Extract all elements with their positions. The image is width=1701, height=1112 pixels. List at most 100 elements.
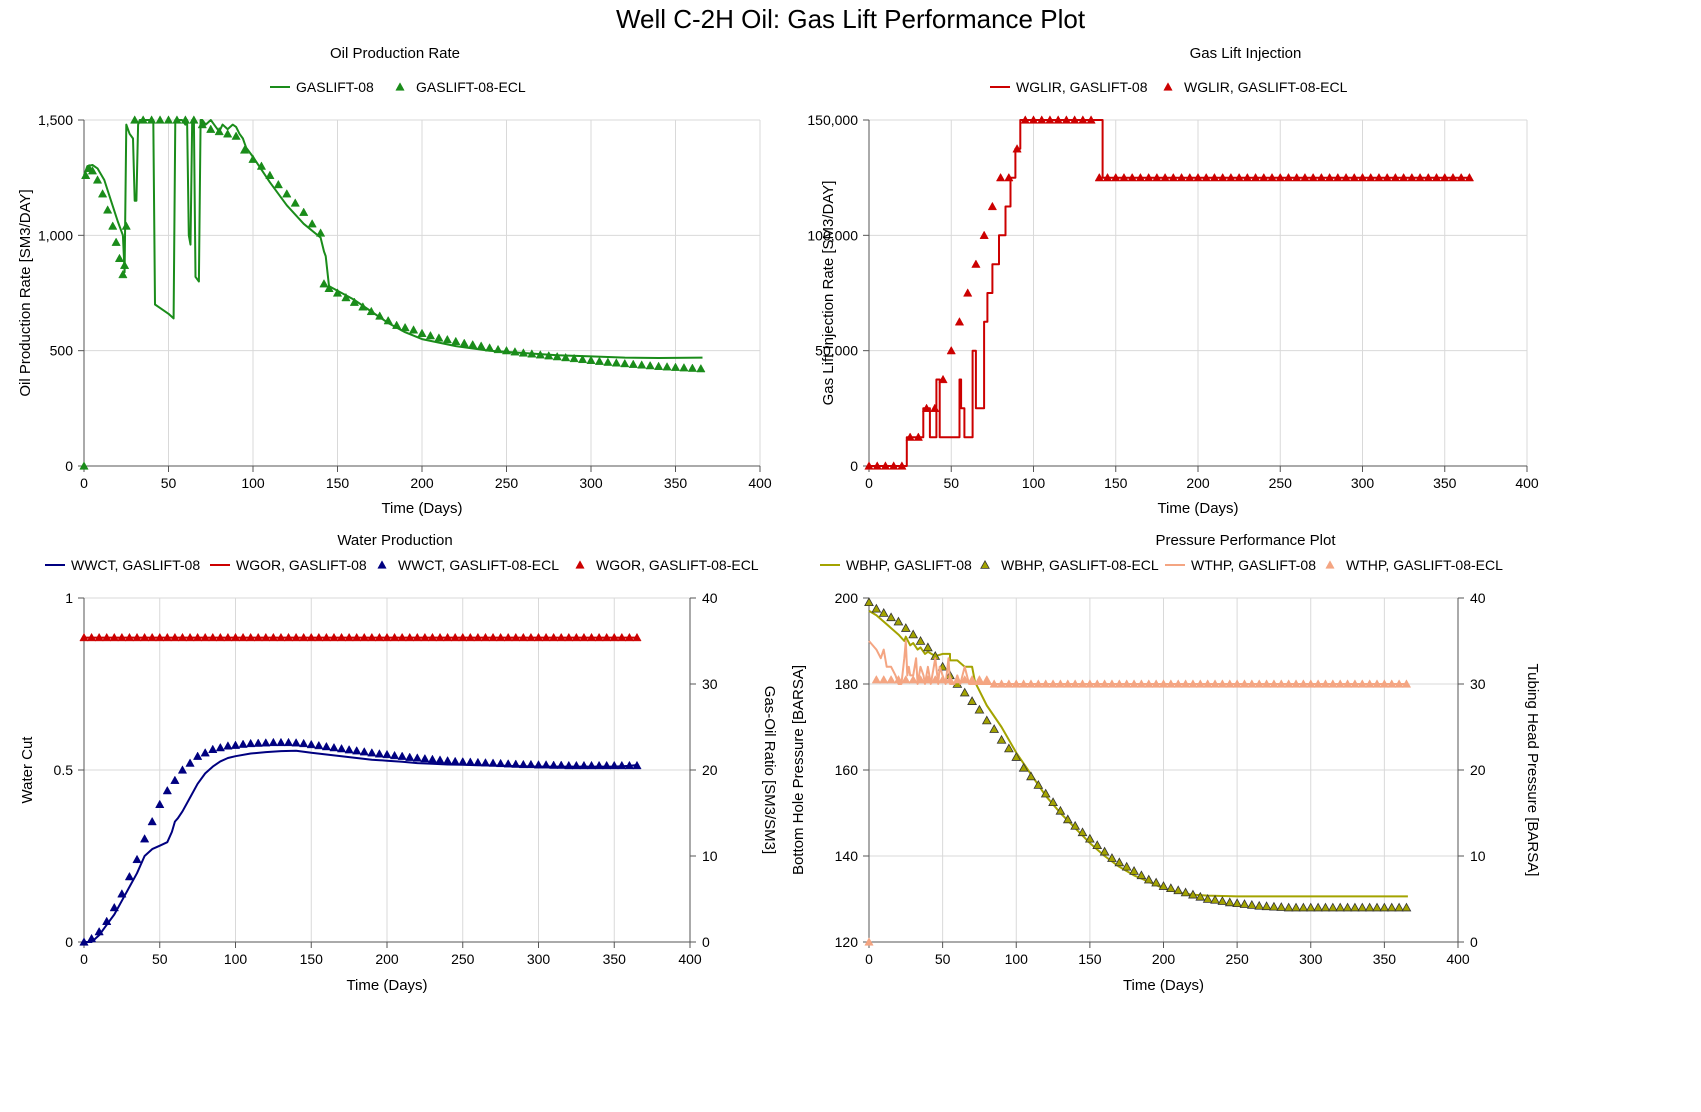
- data-point-marker: [359, 632, 369, 642]
- data-point-marker: [359, 747, 369, 756]
- data-point-marker: [86, 933, 97, 943]
- series-markers: [864, 115, 1475, 470]
- data-point-marker: [1033, 679, 1043, 688]
- data-point-marker: [938, 374, 948, 384]
- legend-entry: WTHP, GASLIFT-08-ECL: [1325, 557, 1503, 573]
- data-point-marker: [420, 753, 430, 763]
- data-point-marker: [511, 632, 521, 642]
- data-point-marker: [1320, 902, 1331, 912]
- data-point-marker: [503, 759, 513, 768]
- data-point-marker: [1048, 797, 1058, 807]
- data-point-marker: [1041, 679, 1051, 688]
- data-point-marker: [1431, 172, 1442, 182]
- data-point-marker: [230, 740, 241, 749]
- data-point-marker: [1364, 902, 1375, 912]
- data-point-marker: [1121, 861, 1132, 871]
- data-point-marker: [979, 230, 989, 239]
- data-point-marker: [617, 760, 627, 770]
- data-point-marker: [1127, 172, 1137, 182]
- data-point-marker: [628, 359, 638, 368]
- data-point-marker: [1357, 679, 1367, 688]
- x-tick-label: 300: [1351, 475, 1375, 491]
- y-axis-label: Gas Lift Injection Rate [SM3/DAY]: [820, 181, 837, 406]
- y-axis-label: Bottom Hole Pressure [BARSA]: [790, 665, 807, 875]
- data-point-marker: [569, 353, 579, 363]
- data-point-marker: [458, 632, 468, 642]
- chart-title: Water Production: [337, 532, 453, 549]
- legend-label: GASLIFT-08: [296, 79, 374, 95]
- data-point-marker: [1283, 902, 1294, 912]
- data-point-marker: [282, 189, 292, 198]
- data-point-marker: [889, 461, 899, 470]
- data-point-marker: [484, 343, 495, 352]
- x-tick-label: 50: [161, 475, 177, 491]
- data-point-marker: [200, 632, 210, 642]
- data-point-marker: [374, 632, 385, 642]
- data-point-marker: [200, 748, 210, 757]
- data-point-marker: [571, 632, 581, 642]
- data-point-marker: [206, 124, 216, 133]
- series-line: [868, 640, 1408, 685]
- chart-title: Oil Production Rate: [329, 45, 461, 62]
- data-point-marker: [193, 632, 203, 642]
- x-tick-label: 200: [1152, 951, 1176, 967]
- data-point-marker: [552, 351, 562, 361]
- data-point-marker: [1195, 891, 1206, 901]
- data-point-marker: [253, 632, 263, 642]
- legend-label: WGLIR, GASLIFT-08: [1016, 79, 1148, 95]
- data-point-marker: [265, 170, 275, 179]
- data-point-marker: [476, 341, 486, 350]
- data-point-marker: [1386, 902, 1397, 912]
- data-point-marker: [662, 362, 672, 371]
- data-point-marker: [1292, 172, 1302, 182]
- data-point-marker: [996, 679, 1007, 688]
- data-point-marker: [324, 283, 334, 292]
- data-point-marker: [97, 189, 108, 198]
- data-point-marker: [223, 741, 233, 750]
- data-point-marker: [299, 207, 309, 216]
- data-point-marker: [450, 756, 460, 766]
- data-point-marker: [180, 115, 191, 124]
- data-point-marker: [974, 674, 985, 684]
- y-tick-label: 200: [835, 590, 859, 606]
- data-point-marker: [185, 632, 195, 642]
- gridlines: [83, 119, 761, 467]
- legend-label: WTHP, GASLIFT-08-ECL: [1346, 560, 1503, 573]
- data-point-marker: [571, 760, 581, 770]
- data-point-marker: [1259, 172, 1269, 182]
- data-point-marker: [872, 461, 882, 470]
- series-line: [84, 749, 639, 943]
- data-point-marker: [549, 632, 559, 642]
- data-point-marker: [1055, 679, 1066, 688]
- legend-swatch-marker: [395, 82, 405, 91]
- data-point-marker: [1387, 679, 1397, 688]
- data-point-marker: [132, 632, 142, 642]
- data-point-marker: [1218, 172, 1228, 182]
- data-point-marker: [1063, 679, 1073, 688]
- data-point-marker: [510, 347, 520, 356]
- gas-lift-chart: 0 50 100 150 200 250 300 350 400 0 50,000 100,000 15…: [807, 79, 1539, 517]
- x-tick-label: 50: [152, 951, 168, 967]
- data-point-marker: [375, 311, 385, 320]
- data-point-marker: [382, 632, 392, 642]
- x-tick-label: 350: [603, 951, 627, 967]
- data-point-marker: [1173, 885, 1184, 895]
- data-point-marker: [963, 288, 973, 297]
- data-point-marker: [1357, 172, 1368, 182]
- data-point-marker: [276, 632, 286, 642]
- data-point-marker: [1366, 172, 1376, 182]
- data-point-marker: [442, 755, 453, 765]
- data-point-marker: [321, 632, 332, 642]
- data-point-marker: [1306, 679, 1316, 688]
- data-point-marker: [86, 632, 97, 642]
- data-point-marker: [1350, 902, 1360, 912]
- legend-label: WWCT, GASLIFT-08-ECL: [398, 560, 559, 573]
- data-point-marker: [397, 751, 407, 760]
- data-point-marker: [163, 115, 174, 124]
- data-point-marker: [1107, 679, 1117, 688]
- data-point-marker: [397, 632, 407, 642]
- data-point-marker: [1335, 902, 1346, 912]
- x-tick-label: 50: [943, 475, 959, 491]
- legend-swatch-marker: [377, 560, 387, 569]
- data-point-marker: [1316, 172, 1326, 182]
